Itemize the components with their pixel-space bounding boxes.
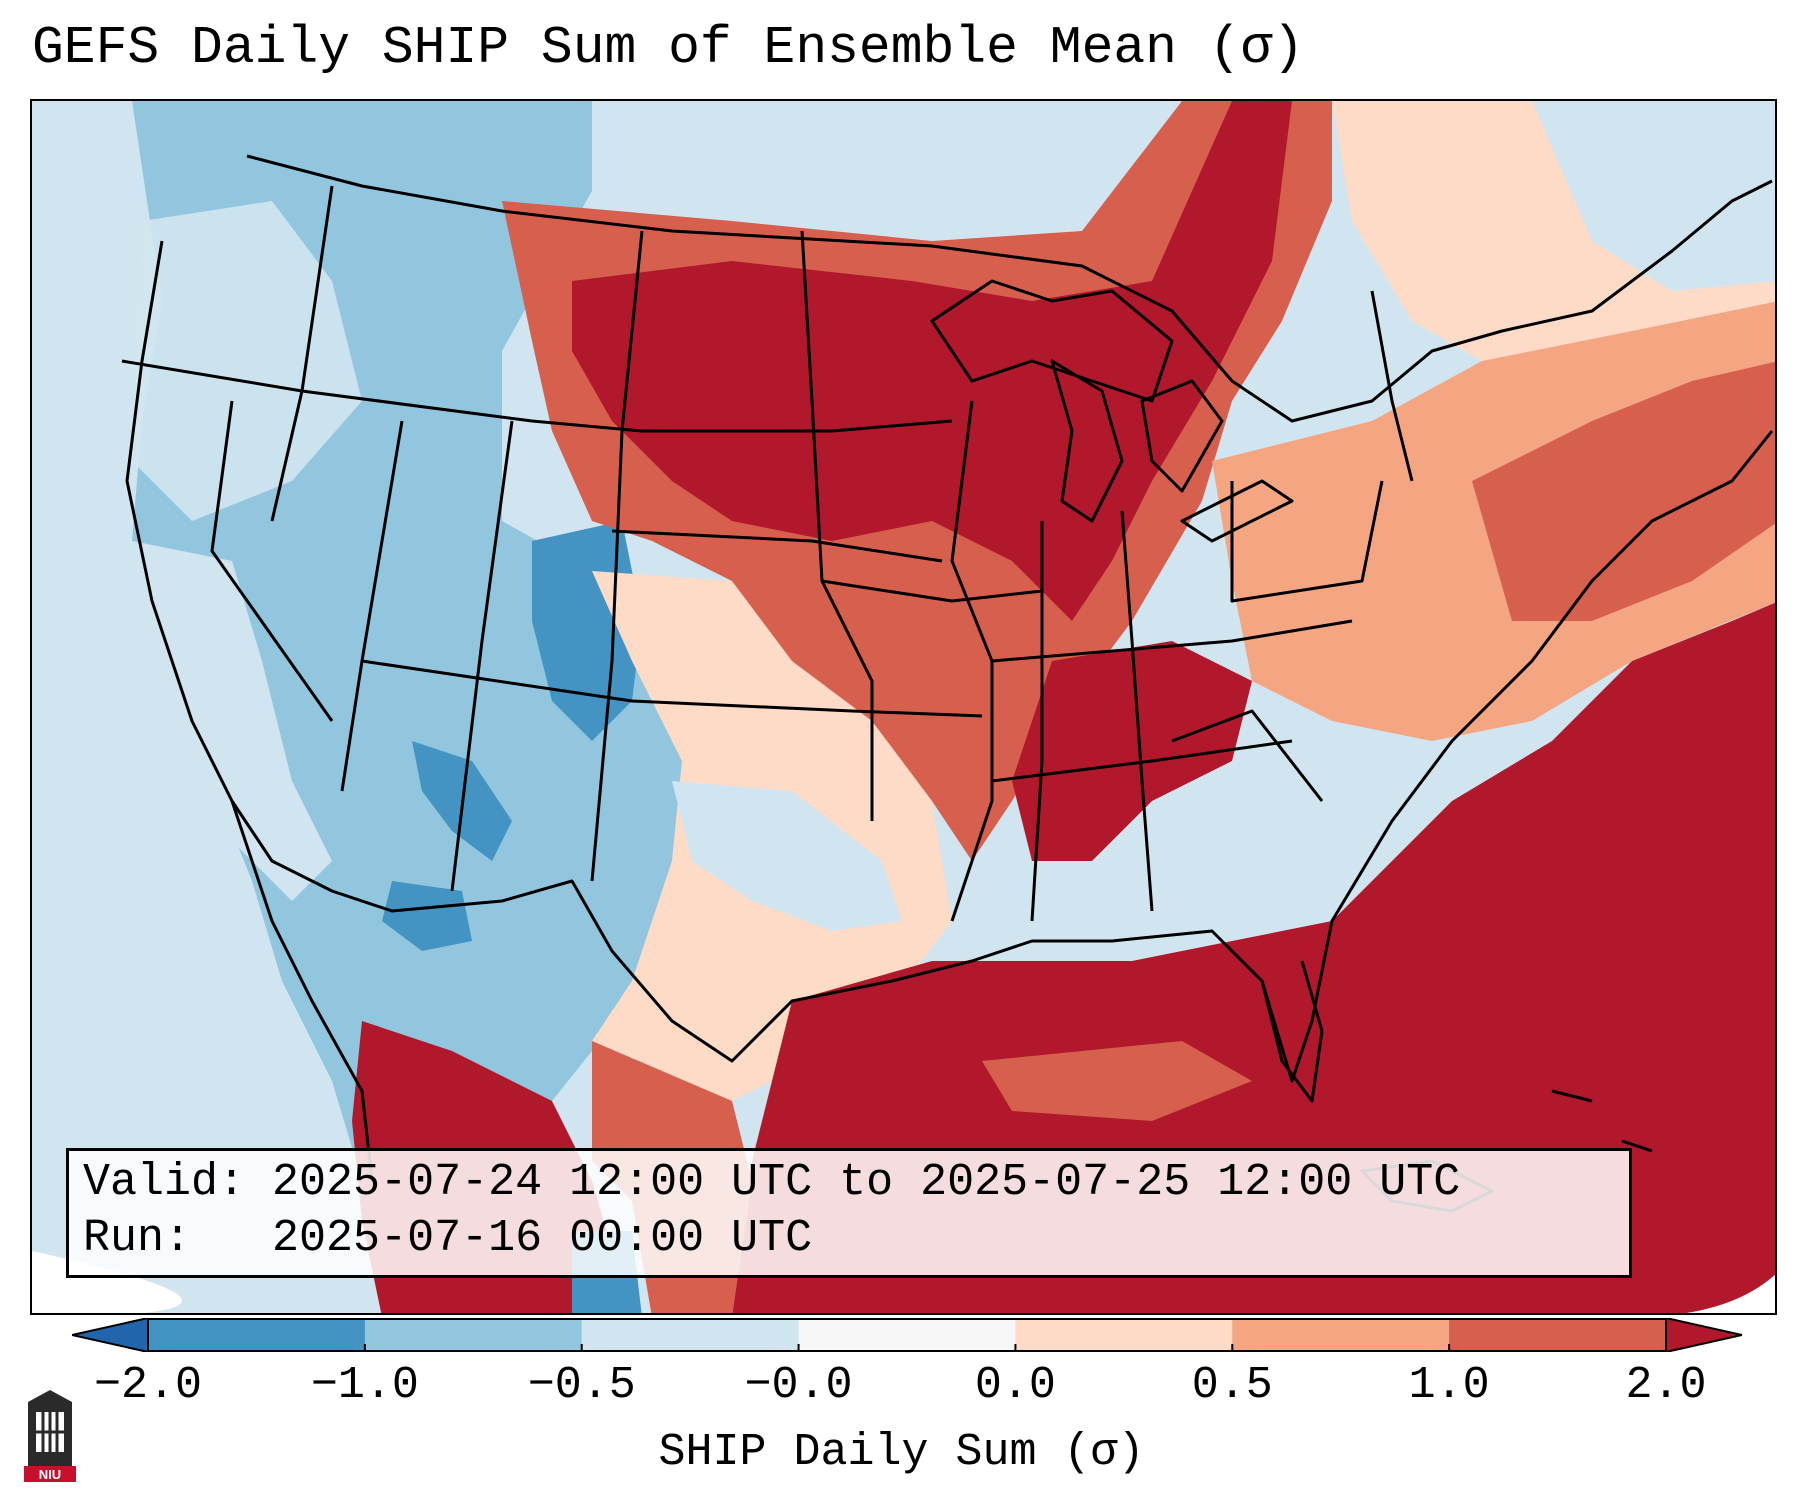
valid-row: Valid: 2025-07-24 12:00 UTC to 2025-07-2… <box>83 1155 1629 1211</box>
light-blue-maritimes <box>1532 101 1775 291</box>
lake-erie <box>1180 479 1294 543</box>
colorbar-bin <box>1015 1318 1233 1352</box>
state-line-17 <box>1171 709 1324 802</box>
colorbar-tick-label: −0.0 <box>744 1360 853 1411</box>
map-panel <box>30 99 1777 1315</box>
state-line-8 <box>611 529 943 563</box>
positive-gulf-center <box>982 1041 1252 1121</box>
colorbar-tick-label: 0.5 <box>1191 1360 1273 1411</box>
niu-logo-band <box>24 1466 76 1482</box>
strong-negative-mexico <box>382 881 472 951</box>
valid-label: Valid: <box>83 1157 246 1208</box>
colorbar-bin <box>364 1318 583 1352</box>
state-line-12 <box>991 619 1353 663</box>
colorbar-tick-label: −1.0 <box>310 1360 419 1411</box>
run-value: 2025-07-16 00:00 UTC <box>272 1213 813 1264</box>
positive-atlantic-offshore <box>1472 361 1775 621</box>
state-line-5 <box>450 420 514 892</box>
colorbar-bin <box>798 1318 1016 1352</box>
colorbar-tick-label: 2.0 <box>1625 1360 1707 1411</box>
state-line-13 <box>991 739 1293 783</box>
colorbar-ticks <box>147 1344 1667 1352</box>
colorbar-outline <box>147 1318 1667 1352</box>
state-line-16 <box>1230 480 1384 603</box>
state-line-18 <box>1370 290 1414 482</box>
florida-coast <box>1260 960 1324 1103</box>
colorbar-bin <box>1449 1318 1667 1352</box>
lake-huron <box>1140 379 1224 493</box>
colorbar <box>72 1318 1742 1352</box>
valid-run-info-box: Valid: 2025-07-24 12:00 UTC to 2025-07-2… <box>66 1148 1632 1278</box>
valid-value: 2025-07-24 12:00 UTC to 2025-07-25 12:00… <box>272 1157 1461 1208</box>
state-line-2 <box>270 185 334 522</box>
light-blue-texas <box>672 781 902 931</box>
colorbar-bin <box>1232 1318 1450 1352</box>
state-line-6 <box>590 230 644 882</box>
map-canvas <box>32 101 1775 1313</box>
run-row: Run: 2025-07-16 00:00 UTC <box>83 1211 1629 1267</box>
state-line-7 <box>361 659 983 718</box>
colorbar-extend-low <box>72 1318 149 1352</box>
state-line-15 <box>1120 510 1154 912</box>
light-blue-california <box>132 541 332 901</box>
colorbar-bins <box>72 1318 1742 1352</box>
political-boundaries <box>121 154 1774 1213</box>
state-line-14 <box>1030 521 1044 922</box>
niu-logo-text: NIU <box>39 1467 61 1482</box>
map-title: GEFS Daily SHIP Sum of Ensemble Mean (σ) <box>32 18 1305 78</box>
strong-positive-gulf-atlantic <box>732 602 1775 1313</box>
northern-border <box>246 154 1773 423</box>
lake-superior <box>930 279 1174 403</box>
colorbar-tick-label: 0.0 <box>974 1360 1056 1411</box>
baja-coast <box>230 800 374 1182</box>
projection-edge-right <box>1686 1274 1775 1313</box>
bahamas <box>1551 1089 1653 1153</box>
state-line-1 <box>121 359 953 433</box>
colorbar-extend-high <box>1665 1318 1742 1352</box>
state-line-3 <box>210 400 334 722</box>
colorbar-bin <box>581 1318 800 1352</box>
lake-michigan <box>1050 359 1124 523</box>
strong-positive-tennessee <box>1012 641 1252 861</box>
colorbar-tick-label: 1.0 <box>1408 1360 1490 1411</box>
colorbar-label: SHIP Daily Sum (σ) <box>658 1427 1145 1478</box>
state-line-10 <box>821 579 1043 603</box>
colorbar-tick-label: −0.5 <box>527 1360 636 1411</box>
colorbar-tick-label: −2.0 <box>93 1360 203 1411</box>
strong-positive-upper-midwest <box>572 101 1292 621</box>
niu-tower-icon: NIU <box>24 1390 76 1482</box>
run-label: Run: <box>83 1213 192 1264</box>
anomaly-field <box>32 101 1775 1313</box>
colorbar-bin <box>148 1318 366 1352</box>
light-blue-pnw <box>132 201 362 521</box>
